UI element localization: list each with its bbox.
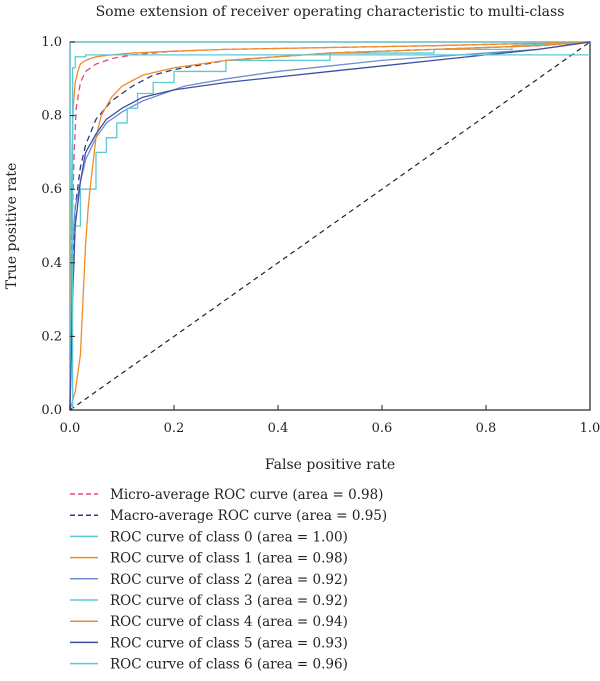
x-tick-label: 0.8 xyxy=(476,421,497,436)
x-tick-label: 1.0 xyxy=(580,421,600,436)
ticks-layer: 0.0 0.2 0.4 0.6 0.8 1.0 0.0 0.2 0.4 0.6 0.8 1.0 xyxy=(41,35,600,436)
legend-label-7: ROC curve of class 5 (area = 0.93) xyxy=(110,635,348,651)
x-tick-label: 0.0 xyxy=(60,421,81,436)
series-line-8 xyxy=(70,54,590,411)
legend-label-0: Micro-average ROC curve (area = 0.98) xyxy=(110,487,383,503)
legend-label-1: Macro-average ROC curve (area = 0.95) xyxy=(110,508,387,524)
x-tick-label: 0.2 xyxy=(164,421,185,436)
legend-label-8: ROC curve of class 6 (area = 0.96) xyxy=(110,657,348,673)
legend-label-6: ROC curve of class 4 (area = 0.94) xyxy=(110,614,348,630)
chance-diagonal-line xyxy=(69,41,591,411)
y-tick-label: 0.0 xyxy=(41,403,62,418)
legend-label-2: ROC curve of class 0 (area = 1.00) xyxy=(110,529,348,545)
legend-label-4: ROC curve of class 2 (area = 0.92) xyxy=(110,572,348,588)
y-tick-label: 0.4 xyxy=(41,256,62,271)
chart-title: Some extension of receiver operating cha… xyxy=(96,4,565,20)
y-tick-label: 0.6 xyxy=(41,182,62,197)
series-line-7 xyxy=(69,41,591,411)
series-line-6 xyxy=(69,41,591,411)
legend-label-5: ROC curve of class 3 (area = 0.92) xyxy=(110,593,348,609)
x-axis-label: False positive rate xyxy=(265,457,395,473)
y-tick-label: 0.2 xyxy=(41,329,62,344)
legend-label-3: ROC curve of class 1 (area = 0.98) xyxy=(110,551,348,567)
y-axis-label: True positive rate xyxy=(4,163,20,290)
legend: Micro-average ROC curve (area = 0.98) Mac… xyxy=(70,487,387,673)
x-tick-label: 0.4 xyxy=(268,421,289,436)
series-line-5 xyxy=(69,41,591,410)
y-tick-label: 1.0 xyxy=(41,35,62,50)
x-tick-label: 0.6 xyxy=(372,421,393,436)
y-tick-label: 0.8 xyxy=(41,109,62,124)
series-line-0 xyxy=(69,41,591,411)
